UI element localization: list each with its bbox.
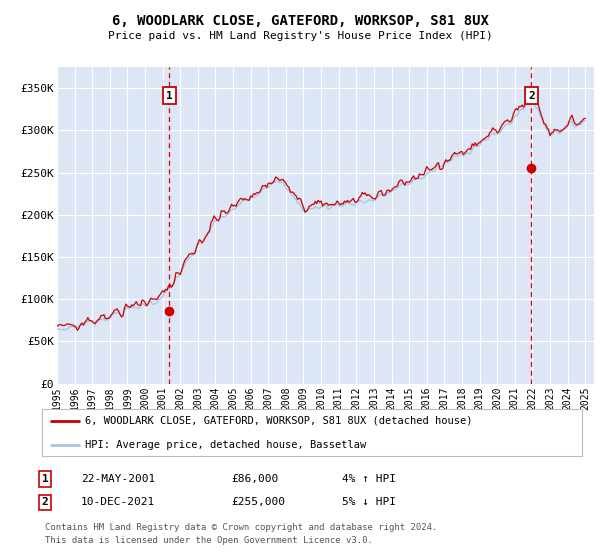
Text: 2: 2 — [41, 497, 49, 507]
Text: £86,000: £86,000 — [231, 474, 278, 484]
Text: 1: 1 — [41, 474, 49, 484]
Text: Contains HM Land Registry data © Crown copyright and database right 2024.: Contains HM Land Registry data © Crown c… — [45, 523, 437, 532]
Text: Price paid vs. HM Land Registry's House Price Index (HPI): Price paid vs. HM Land Registry's House … — [107, 31, 493, 41]
Text: 10-DEC-2021: 10-DEC-2021 — [81, 497, 155, 507]
Text: 6, WOODLARK CLOSE, GATEFORD, WORKSOP, S81 8UX: 6, WOODLARK CLOSE, GATEFORD, WORKSOP, S8… — [112, 14, 488, 28]
Text: HPI: Average price, detached house, Bassetlaw: HPI: Average price, detached house, Bass… — [85, 440, 367, 450]
Text: This data is licensed under the Open Government Licence v3.0.: This data is licensed under the Open Gov… — [45, 536, 373, 545]
Text: 1: 1 — [166, 91, 173, 101]
Text: 6, WOODLARK CLOSE, GATEFORD, WORKSOP, S81 8UX (detached house): 6, WOODLARK CLOSE, GATEFORD, WORKSOP, S8… — [85, 416, 473, 426]
Text: 22-MAY-2001: 22-MAY-2001 — [81, 474, 155, 484]
Text: 2: 2 — [528, 91, 535, 101]
Text: 5% ↓ HPI: 5% ↓ HPI — [342, 497, 396, 507]
Text: 4% ↑ HPI: 4% ↑ HPI — [342, 474, 396, 484]
Text: £255,000: £255,000 — [231, 497, 285, 507]
